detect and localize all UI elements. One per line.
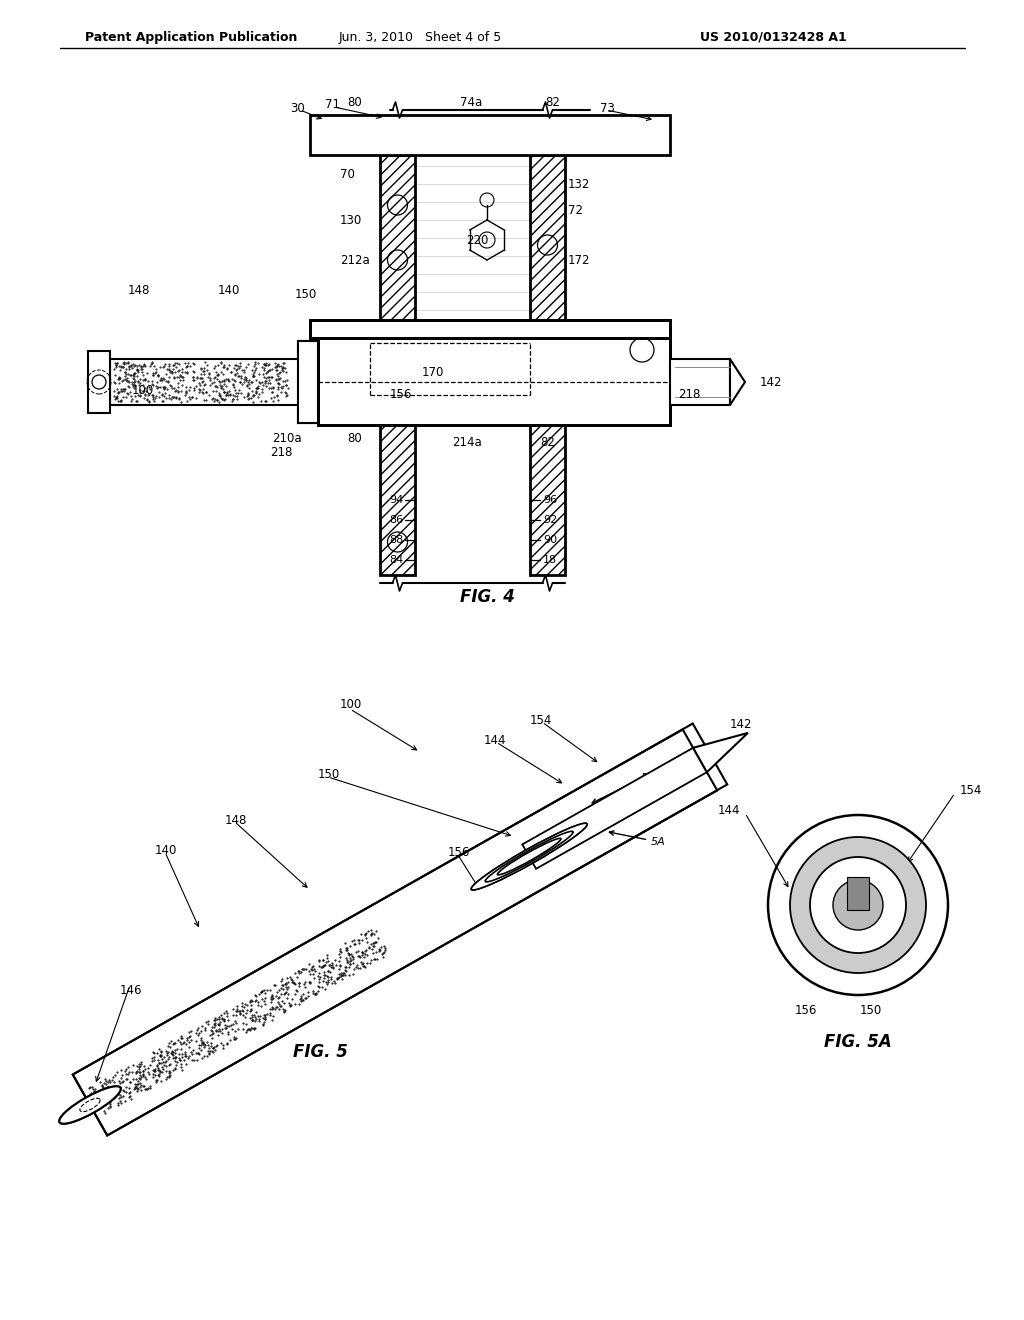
Text: 172: 172 [568,253,591,267]
Text: 218: 218 [270,446,293,459]
Text: 100: 100 [340,698,362,711]
Ellipse shape [59,1086,121,1123]
Bar [310,115,670,154]
Text: 80: 80 [347,432,361,445]
Text: 130: 130 [340,214,362,227]
Bar [310,319,670,338]
Text: 212a: 212a [340,253,370,267]
Ellipse shape [471,824,587,890]
Polygon shape [693,733,748,772]
Bar [298,341,318,422]
Bar [590,115,670,154]
Text: 156: 156 [795,1003,817,1016]
Text: FIG. 5: FIG. 5 [293,1043,347,1061]
Text: 146: 146 [120,983,142,997]
Circle shape [833,880,883,931]
Ellipse shape [485,832,573,882]
Text: Jun. 3, 2010   Sheet 4 of 5: Jun. 3, 2010 Sheet 4 of 5 [338,30,502,44]
Bar [380,154,415,319]
Bar [110,359,318,405]
Bar [530,154,565,319]
Bar [615,338,670,425]
Bar [298,341,318,422]
Circle shape [790,837,926,973]
Text: 154: 154 [961,784,982,796]
Text: 90: 90 [543,535,557,545]
Text: 132: 132 [568,178,591,191]
Text: 142: 142 [730,718,753,731]
Ellipse shape [471,824,587,890]
Bar [310,115,390,154]
Circle shape [810,857,906,953]
Text: 80: 80 [347,95,361,108]
Text: 70: 70 [340,169,355,181]
Bar [590,319,670,338]
Text: 220: 220 [466,234,488,247]
Text: 140: 140 [155,843,177,857]
Bar [318,338,373,425]
Polygon shape [847,876,869,909]
Text: US 2010/0132428 A1: US 2010/0132428 A1 [700,30,847,44]
Text: 150: 150 [295,289,317,301]
Text: FIG. 4: FIG. 4 [460,587,514,606]
Text: 100: 100 [132,384,155,396]
Text: 148: 148 [225,813,248,826]
Bar [380,425,415,576]
Text: 72: 72 [568,203,583,216]
Ellipse shape [498,838,561,875]
Text: FIG. 5A: FIG. 5A [824,1034,892,1051]
Polygon shape [730,359,745,405]
Text: 150: 150 [860,1003,883,1016]
Text: 92: 92 [543,515,557,525]
Text: 96: 96 [543,495,557,506]
Text: 148: 148 [128,284,151,297]
Text: 218: 218 [678,388,700,401]
Polygon shape [73,730,717,1135]
Circle shape [768,814,948,995]
Text: 18: 18 [543,554,557,565]
Text: 74a: 74a [460,95,482,108]
Text: 71: 71 [325,99,340,111]
Bar [670,359,730,405]
Ellipse shape [498,838,561,875]
Text: 5A: 5A [650,837,665,847]
Text: 140: 140 [218,284,241,297]
Bar [530,425,565,576]
Text: 5A: 5A [640,774,655,783]
Text: 156: 156 [449,846,470,859]
Text: 210a: 210a [272,432,302,445]
Ellipse shape [485,832,573,882]
Bar [310,319,390,338]
Text: 82: 82 [540,436,555,449]
Bar [318,338,670,425]
Text: 156: 156 [390,388,413,401]
Text: 82: 82 [545,95,560,108]
Text: 214a: 214a [452,436,481,449]
Text: Patent Application Publication: Patent Application Publication [85,30,297,44]
Text: 170: 170 [422,366,444,379]
Text: 142: 142 [760,375,782,388]
Text: 150: 150 [318,768,340,781]
Text: 154: 154 [530,714,552,726]
Text: 84: 84 [389,554,403,565]
Text: 144: 144 [484,734,507,747]
Ellipse shape [59,1086,121,1123]
Text: 30: 30 [290,102,305,115]
Polygon shape [522,748,707,869]
Text: 73: 73 [600,102,614,115]
Text: 144: 144 [718,804,740,817]
Bar [88,351,110,413]
Text: 88: 88 [389,535,403,545]
Text: 86: 86 [389,515,403,525]
Text: 94: 94 [389,495,403,506]
